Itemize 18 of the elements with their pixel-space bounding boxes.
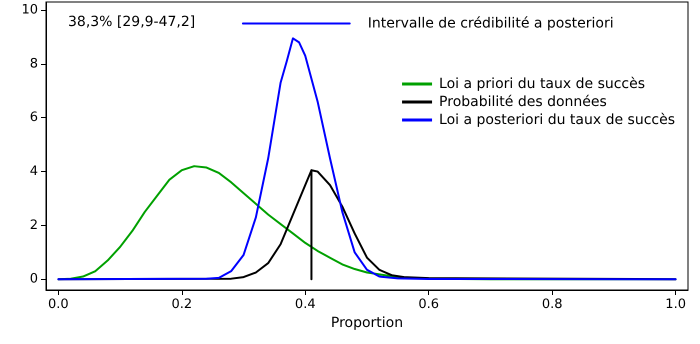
legend-label: Probabilité des données [439, 94, 607, 110]
y-tick-label: 2 [30, 218, 38, 233]
y-tick-label: 6 [30, 110, 38, 126]
series-label: Intervalle de crédibilité a posteriori [368, 16, 614, 32]
x-tick-label: 0.2 [171, 297, 192, 312]
x-tick-label: 0.8 [542, 297, 563, 312]
legend-label: Loi a posteriori du taux de succès [439, 112, 676, 128]
x-tick-label: 0.6 [418, 297, 440, 312]
x-tick-label: 1.0 [665, 297, 686, 312]
y-tick-label: 10 [21, 2, 38, 18]
y-tick-label: 8 [30, 56, 38, 72]
x-tick-label: 0.4 [294, 297, 316, 312]
annotation: 38,3% [29,9-47,2] [68, 14, 196, 30]
x-axis-title: Proportion [330, 314, 404, 331]
y-tick-label: 0 [30, 272, 38, 287]
x-tick-label: 0.0 [48, 297, 69, 312]
y-tick-label: 4 [30, 164, 38, 180]
legend-label: Loi a priori du taux de succès [439, 76, 646, 92]
